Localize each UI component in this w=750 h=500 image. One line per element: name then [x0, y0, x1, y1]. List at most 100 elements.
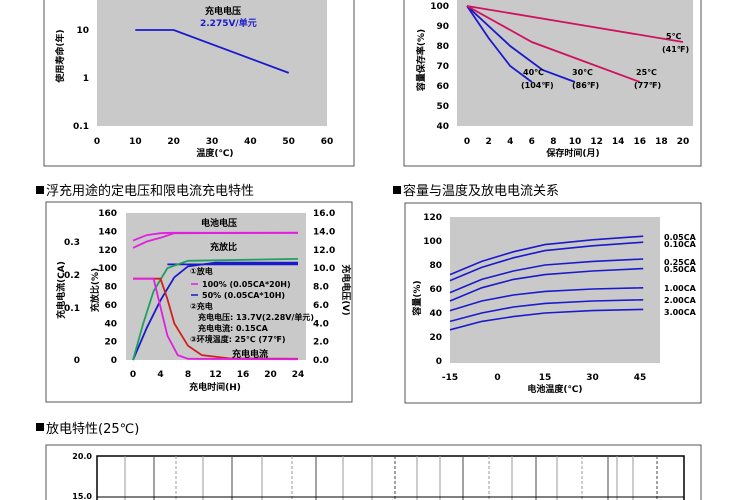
chart-captemp-line — [449, 287, 644, 312]
chart-float-discharge-50: 50% (0.05CA*10H) — [202, 291, 285, 300]
chart-captemp-title: 容量与温度及放电电流关系 — [403, 183, 559, 199]
chart-captemp-legend-item: 0.25CA — [664, 258, 697, 267]
chart-float-y-ratio-tick: 120 — [98, 246, 117, 256]
chart-retention-x-tick: 18 — [655, 137, 668, 147]
chart-retention-label-5c: 5℃ — [666, 32, 682, 41]
chart-retention-line — [466, 5, 533, 83]
chart-float-charge-voltage: 充电电压: 13.7V(2.28V/单元) — [198, 312, 314, 322]
chart-retention-x-tick: 10 — [569, 137, 582, 147]
bullet-square-icon — [36, 423, 44, 431]
chart-float-y-voltage-tick: 0.0 — [313, 356, 329, 366]
chart-life-y-ticks: 10 1 0.1 — [73, 26, 89, 132]
chart-captemp-legend-item: 1.00CA — [664, 284, 697, 293]
chart-captemp-lines — [449, 235, 644, 331]
chart-retention-y-tick: 60 — [436, 82, 449, 92]
chart-float-x-ticks: 0 4 8 12 16 20 24 — [130, 370, 304, 380]
chart-float-y-current-tick: 0 — [74, 356, 80, 366]
chart-float-y-voltage-ticks: 16.0 14.0 12.0 10.0 8.0 6.0 4.0 2.0 0.0 — [313, 209, 335, 366]
chart-captemp-y-tick: 40 — [429, 309, 442, 319]
chart-retention-label-25f: (77℉) — [634, 81, 661, 90]
chart-retention-panel: 0 2 4 6 8 10 12 14 16 18 20 100 90 80 70 60 50 40 保存时间(月… — [403, 0, 702, 167]
chart-retention-plot-area — [457, 0, 693, 126]
chart-captemp-legend-item: 3.00CA — [664, 308, 697, 317]
chart-captemp-legend-item: 2.00CA — [664, 296, 697, 305]
chart-float-voltage-annotation: 电池电压 — [201, 217, 237, 229]
chart-float-y-ratio-tick: 80 — [104, 283, 117, 293]
chart-retention-x-tick: 2 — [485, 137, 491, 147]
chart-discharge-panel: 20.0 15.0 — [45, 444, 702, 500]
chart-float-y-ratio-tick: 160 — [98, 209, 117, 219]
chart-life-x-label: 温度(℃) — [196, 147, 233, 159]
chart-retention-x-tick: 4 — [507, 137, 513, 147]
chart-float-y-ratio-tick: 20 — [104, 338, 117, 348]
chart-discharge-y-tick: 20.0 — [72, 452, 92, 461]
chart-float-y-ratio-tick: 40 — [104, 319, 117, 329]
chart-retention-x-tick: 16 — [634, 137, 647, 147]
chart-captemp-line — [449, 299, 644, 323]
chart-float-y-current-tick: 0.2 — [64, 271, 80, 281]
chart-captemp-y-tick: 80 — [429, 261, 442, 271]
chart-captemp-x-label: 电池温度(℃) — [527, 383, 582, 395]
chart-float-y-voltage-tick: 4.0 — [313, 319, 329, 329]
chart-retention-line — [466, 5, 684, 43]
chart-float-ratio-annotation: 充放比 — [210, 241, 237, 253]
chart-float-x-label: 充电时间(H) — [189, 381, 241, 393]
chart-float-x-tick: 12 — [209, 370, 222, 380]
chart-life-x-tick: 50 — [282, 137, 295, 147]
chart-life-x-tick: 30 — [206, 137, 219, 147]
chart-retention-label-40f: (104℉) — [521, 81, 554, 90]
chart-captemp-line — [449, 258, 644, 294]
chart-float-y-ratio-tick: 140 — [98, 227, 117, 237]
chart-float-y-voltage-tick: 8.0 — [313, 283, 329, 293]
chart-retention-y-tick: 70 — [436, 62, 449, 72]
chart-float-line-current-50 — [133, 277, 299, 361]
chart-captemp-y-ticks: 120 100 80 60 40 20 0 — [423, 213, 442, 367]
chart-float-y-voltage-tick: 16.0 — [313, 209, 335, 219]
chart-life-line — [135, 29, 290, 74]
chart-life-annotation-2: 2.275V/单元 — [200, 17, 257, 29]
chart-captemp-legend-item: 0.05CA — [664, 233, 697, 242]
chart-captemp-x-tick: -15 — [442, 373, 458, 383]
chart-float-x-tick: 0 — [130, 370, 136, 380]
chart-retention-x-label: 保存时间(月) — [545, 147, 599, 159]
chart-retention-x-tick: 12 — [590, 137, 603, 147]
chart-float-x-tick: 24 — [292, 370, 305, 380]
chart-float-lines — [132, 231, 299, 361]
chart-retention-x-tick: 6 — [529, 137, 535, 147]
chart-captemp-x-tick: 0 — [494, 373, 500, 383]
chart-captemp-legend-item: 0.50CA — [664, 265, 697, 274]
chart-float-y-voltage-tick: 2.0 — [313, 338, 329, 348]
chart-float-y-voltage-tick: 14.0 — [313, 227, 335, 237]
chart-float-y-ratio-tick: 100 — [98, 264, 117, 274]
chart-captemp-y-label: 容量(%) — [411, 280, 423, 316]
chart-float-panel: 0 4 8 12 16 20 24 160 140 120 100 80 60 40 20 0 0.3 0.2… — [45, 201, 353, 403]
chart-retention-y-tick: 80 — [436, 42, 449, 52]
chart-captemp-x-tick: 30 — [586, 373, 599, 383]
chart-life-y-label: 使用寿命(年) — [54, 29, 66, 83]
chart-float-y-current-tick: 0.3 — [64, 238, 80, 248]
chart-retention-label-30c: 30℃ — [572, 68, 593, 77]
chart-float-y-current-label: 充电电流(CA) — [55, 261, 67, 319]
chart-captemp-legend-item: 0.10CA — [664, 240, 697, 249]
chart-discharge-title: 放电特性(25℃) — [46, 422, 139, 437]
chart-retention-x-ticks: 0 2 4 6 8 10 12 14 16 18 20 — [464, 137, 689, 147]
chart-float-current-annotation: 充电电流 — [232, 348, 268, 360]
chart-float-charge-current: 充电电流: 0.15CA — [198, 323, 269, 333]
chart-discharge-y-tick: 15.0 — [72, 492, 92, 500]
chart-retention-line — [466, 5, 641, 83]
chart-captemp-y-tick: 20 — [429, 333, 442, 343]
chart-captemp-line — [449, 308, 644, 331]
chart-float-x-tick: 8 — [185, 370, 191, 380]
bullet-square-icon — [393, 186, 401, 194]
chart-retention-y-ticks: 100 90 80 70 60 50 40 — [430, 2, 449, 132]
chart-float-y-voltage-tick: 10.0 — [313, 264, 335, 274]
chart-captemp-line — [449, 241, 644, 282]
chart-life-x-tick: 60 — [321, 137, 334, 147]
chart-float-y-ratio-tick: 60 — [104, 301, 117, 311]
chart-retention-x-tick: 14 — [612, 137, 625, 147]
chart-retention-label-5f: (41℉) — [662, 45, 689, 54]
chart-life-y-tick: 0.1 — [73, 122, 89, 132]
